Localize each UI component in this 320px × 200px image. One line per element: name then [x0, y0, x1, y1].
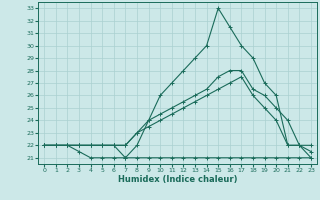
X-axis label: Humidex (Indice chaleur): Humidex (Indice chaleur) — [118, 175, 237, 184]
